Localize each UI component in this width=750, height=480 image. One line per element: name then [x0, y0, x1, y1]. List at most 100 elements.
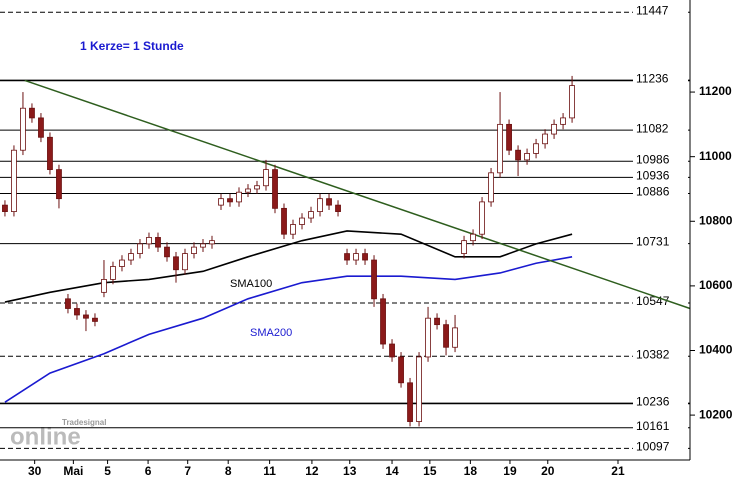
- candle-body: [353, 253, 359, 261]
- candle-body: [290, 224, 296, 235]
- watermark: Tradesignal: [62, 418, 106, 427]
- candle-body: [479, 201, 485, 235]
- x-tick-label: 12: [305, 464, 319, 478]
- candle-body: [137, 243, 143, 254]
- x-tick-label: 20: [541, 464, 555, 478]
- candle-body: [407, 382, 413, 422]
- candle-body: [326, 198, 332, 206]
- x-tick-label: 21: [611, 464, 625, 478]
- candle-body: [200, 243, 206, 248]
- line-label: SMA200: [250, 327, 292, 339]
- y-tick-label: 10200: [699, 407, 733, 421]
- level-label: 10236: [636, 395, 670, 409]
- candle-body: [191, 246, 197, 254]
- candle-body: [371, 259, 377, 300]
- candle-body: [119, 259, 125, 267]
- candle-body: [101, 279, 107, 293]
- candle-body: [299, 217, 305, 225]
- x-tick-label: 5: [104, 464, 111, 478]
- candle-body: [146, 237, 152, 245]
- level-label-box: [633, 4, 688, 20]
- level-label-box: [633, 395, 688, 411]
- candle-body: [488, 172, 494, 203]
- level-label: 10547: [636, 294, 670, 308]
- candle-body: [47, 136, 53, 170]
- level-label-box: [633, 185, 688, 201]
- candle-body: [380, 298, 386, 345]
- y-tick-label: 11000: [699, 149, 732, 163]
- x-tick-label: 18: [464, 464, 478, 478]
- level-label: 10731: [636, 235, 670, 249]
- candle-body: [209, 240, 215, 245]
- candle-body: [398, 356, 404, 384]
- x-tick-label: 11: [263, 464, 276, 478]
- level-label: 10382: [636, 347, 670, 361]
- level-label: 10936: [636, 169, 670, 183]
- candle-body: [182, 253, 188, 271]
- level-label-box: [633, 348, 688, 364]
- candle-body: [128, 253, 134, 261]
- level-label: 10886: [636, 185, 670, 199]
- candle-body: [164, 246, 170, 258]
- candle-body: [416, 356, 422, 422]
- candle-body: [461, 240, 467, 254]
- level-label-box: [633, 153, 688, 169]
- candle-body: [515, 149, 521, 161]
- x-tick-label: 7: [184, 464, 191, 478]
- candle-body: [551, 123, 557, 135]
- candle-body: [272, 169, 278, 209]
- candle-body: [110, 266, 116, 280]
- level-label-box: [633, 419, 688, 435]
- y-tick-label: 10400: [699, 343, 733, 357]
- candle-body: [218, 198, 224, 206]
- candle-body: [452, 327, 458, 348]
- candle-body: [533, 143, 539, 154]
- x-tick-label: 30: [28, 464, 42, 478]
- candle-body: [524, 153, 530, 161]
- indicator-line: [24, 79, 691, 310]
- x-tick-label: 15: [423, 464, 437, 478]
- candle-body: [2, 204, 8, 212]
- level-label-box: [633, 235, 688, 251]
- candle-body: [281, 207, 287, 235]
- candle-body: [434, 317, 440, 326]
- level-label: 11447: [636, 3, 669, 17]
- y-tick-label: 11200: [699, 84, 732, 98]
- candle-body: [542, 133, 548, 145]
- y-tick-label: 10800: [699, 213, 733, 227]
- candle-body: [56, 169, 62, 200]
- candle-body: [389, 343, 395, 358]
- candle-body: [569, 85, 575, 119]
- x-tick-label: 8: [225, 464, 232, 478]
- x-tick-label: 13: [343, 464, 357, 478]
- candle-body: [92, 317, 98, 322]
- x-tick-label: 6: [145, 464, 152, 478]
- level-label: 10986: [636, 152, 670, 166]
- candle-body: [308, 211, 314, 219]
- candle-body: [263, 169, 269, 187]
- candle-body: [11, 149, 17, 212]
- candle-body: [506, 123, 512, 151]
- candle-body: [317, 198, 323, 212]
- y-tick-label: 10600: [699, 278, 733, 292]
- candle-body: [560, 117, 566, 125]
- level-label: 10161: [636, 419, 670, 433]
- candle-body: [245, 188, 251, 193]
- level-label: 11236: [636, 72, 669, 86]
- level-label-box: [633, 169, 688, 185]
- candle-body: [344, 253, 350, 261]
- level-label: 10097: [636, 440, 670, 454]
- candle-body: [29, 107, 35, 119]
- level-label-box: [633, 295, 688, 311]
- candle-body: [497, 123, 503, 174]
- candle-body: [362, 253, 368, 261]
- x-tick-label: 19: [503, 464, 517, 478]
- level-label-box: [633, 72, 688, 88]
- candle-body: [65, 298, 71, 309]
- candle-body: [155, 237, 161, 248]
- x-tick-label: Mai: [63, 464, 83, 478]
- candle-body: [83, 314, 89, 319]
- candle-body: [173, 256, 179, 271]
- level-label: 11082: [636, 121, 669, 135]
